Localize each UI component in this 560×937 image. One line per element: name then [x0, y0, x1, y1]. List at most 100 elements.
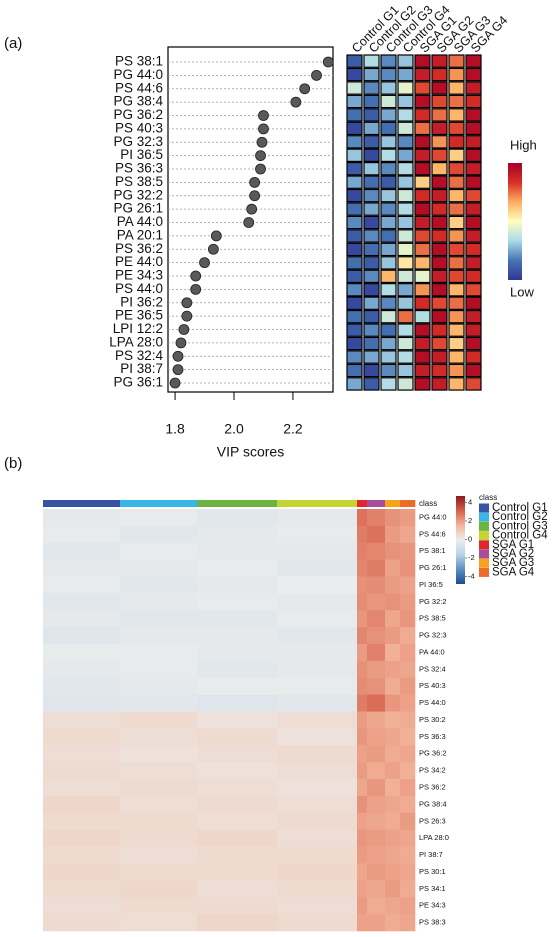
heatmap-cell [431, 188, 448, 203]
heatmap-cell [346, 323, 363, 337]
heatmap-cell [448, 67, 465, 82]
heatmap-cell [400, 576, 416, 594]
heatmap-cell [380, 94, 397, 109]
heatmap-cell [448, 175, 465, 189]
heatmap-cell [367, 829, 386, 847]
heatmap-cell [346, 94, 363, 109]
heatmap-cell [431, 54, 448, 68]
heatmap-cell [120, 745, 198, 763]
heatmap-cell [277, 559, 358, 577]
heatmap-cell [397, 363, 414, 378]
heatmap-cell [357, 627, 368, 645]
heatmap-cell [385, 525, 401, 544]
heatmap-cell [380, 296, 397, 310]
row-label: PI 36:5 [120, 147, 163, 162]
row-label: PS 44:6 [115, 80, 163, 95]
heatmap-cell [346, 202, 363, 216]
heatmap-cell [385, 542, 401, 560]
heatmap-cell [120, 525, 198, 544]
scale-label: Low [510, 284, 534, 299]
heatmap-cell [397, 350, 414, 364]
heatmap-cell [385, 897, 401, 915]
row-label: PG 32:2 [113, 187, 163, 202]
heatmap-cell [385, 559, 401, 577]
heatmap-cell [400, 509, 416, 527]
heatmap-cell [120, 593, 198, 611]
heatmap-cell [414, 229, 431, 243]
heatmap-cell [363, 269, 380, 284]
heatmap-cell [43, 542, 121, 560]
heatmap-cell [357, 610, 368, 628]
heatmap-cell [120, 694, 198, 712]
heatmap-cell [367, 694, 386, 712]
heatmap-cell [367, 525, 386, 544]
heatmap-cell [385, 728, 401, 746]
heatmap-cell [380, 229, 397, 243]
row-label: PI 38:7 [120, 361, 163, 376]
heatmap-cell [367, 576, 386, 594]
heatmap-cell [357, 711, 368, 729]
heatmap-cell [43, 728, 121, 746]
x-tick-label: 1.8 [165, 421, 185, 437]
row-label: PS 40:3 [115, 120, 163, 135]
heatmap-cell [357, 897, 368, 915]
heatmap-cell [397, 175, 414, 189]
heatmap-cell [120, 812, 198, 831]
heatmap-cell [367, 627, 386, 645]
row-label: PA 44:0 [419, 647, 445, 656]
heatmap-cell [277, 525, 358, 544]
heatmap-cell [43, 846, 121, 864]
heatmap-cell [357, 593, 368, 611]
heatmap-cell [385, 610, 401, 628]
heatmap-cell [120, 610, 198, 628]
heatmap-cell [448, 296, 465, 310]
heatmap-cell [380, 242, 397, 257]
heatmap-cell [43, 779, 121, 797]
heatmap-cell [363, 229, 380, 243]
heatmap-cell [400, 762, 416, 780]
heatmap-cell [465, 121, 482, 136]
heatmap-cell [397, 121, 414, 136]
heatmap-cell [277, 880, 358, 898]
heatmap-cell [414, 108, 431, 122]
heatmap-cell [277, 660, 358, 679]
heatmap-cell [363, 121, 380, 136]
legend-swatch [479, 531, 489, 541]
heatmap-cell [346, 363, 363, 378]
class-bar [277, 500, 358, 507]
heatmap-cell [448, 94, 465, 109]
row-label: PS 36:3 [419, 732, 446, 741]
heatmap-cell [397, 135, 414, 149]
row-label: PG 38:4 [419, 799, 447, 808]
heatmap-cell [363, 54, 380, 68]
heatmap-cell [385, 812, 401, 831]
heatmap-cell [120, 559, 198, 577]
heatmap-cell [400, 914, 416, 932]
heatmap-cell [400, 644, 416, 662]
heatmap-cell [363, 242, 380, 257]
heatmap-cell [414, 175, 431, 189]
class-bar [120, 500, 198, 507]
heatmap-cell [357, 559, 368, 577]
heatmap-cell [197, 795, 278, 814]
heatmap-cell [431, 323, 448, 337]
heatmap-cell [431, 242, 448, 257]
dot [207, 243, 219, 255]
heatmap-cell [448, 202, 465, 216]
heatmap-cell [363, 162, 380, 176]
heatmap-cell [277, 677, 358, 695]
class-bar [43, 500, 121, 507]
heatmap-cell [367, 779, 386, 797]
heatmap-cell [414, 215, 431, 230]
heatmap-cell [400, 829, 416, 847]
heatmap-cell [397, 215, 414, 230]
heatmap-cell [431, 296, 448, 310]
heatmap-cell [431, 363, 448, 378]
heatmap-cell [385, 914, 401, 932]
heatmap-cell [197, 525, 278, 544]
heatmap-cell [120, 914, 198, 932]
heatmap-cell [367, 795, 386, 814]
heatmap-cell [346, 377, 363, 391]
heatmap-cell [197, 779, 278, 797]
heatmap-cell [357, 660, 368, 679]
